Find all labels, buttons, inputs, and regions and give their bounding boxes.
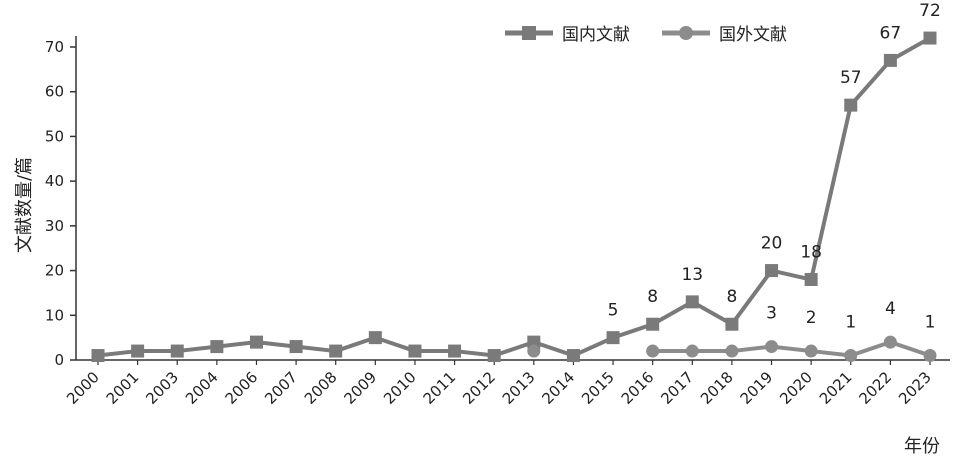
series-1 <box>527 335 937 363</box>
data-point <box>487 349 501 363</box>
x-tick-label: 2023 <box>895 368 935 408</box>
data-label: 67 <box>880 23 902 43</box>
data-label: 2 <box>806 308 817 328</box>
y-tick-label: 30 <box>45 217 64 235</box>
data-point <box>368 331 382 345</box>
data-label: 18 <box>800 243 822 263</box>
data-point <box>725 344 739 358</box>
x-tick-label: 2022 <box>855 368 895 408</box>
x-tick-label: 2000 <box>63 368 103 408</box>
x-tick-label: 2006 <box>222 368 262 408</box>
data-point <box>289 340 303 354</box>
data-label: 57 <box>840 68 862 88</box>
x-tick-label: 2007 <box>261 368 301 408</box>
y-tick-label: 20 <box>45 262 64 280</box>
x-tick-label: 2001 <box>103 368 143 408</box>
y-tick-label: 50 <box>45 127 64 145</box>
legend-label-domestic: 国内文献 <box>562 25 630 45</box>
data-point <box>448 344 462 358</box>
data-point <box>527 344 541 358</box>
x-tick-label: 2004 <box>182 368 222 408</box>
x-tick-label: 2018 <box>697 368 737 408</box>
series-0 <box>91 31 937 363</box>
data-point <box>923 31 937 45</box>
legend: 国内文献 国外文献 <box>505 25 787 45</box>
series-line <box>97 36 931 358</box>
series-layer <box>91 31 937 363</box>
data-point <box>804 344 818 358</box>
data-label: 1 <box>925 313 936 333</box>
legend-marker-domestic <box>522 26 536 40</box>
data-point <box>408 344 422 358</box>
data-point <box>685 295 699 309</box>
data-label: 8 <box>647 287 658 307</box>
data-label: 20 <box>761 234 783 254</box>
data-point <box>685 344 699 358</box>
data-point <box>131 344 145 358</box>
data-point <box>170 344 184 358</box>
data-point <box>646 344 660 358</box>
x-tick-label: 2014 <box>539 368 579 408</box>
data-point <box>844 98 858 112</box>
data-point <box>765 264 779 278</box>
data-label: 1 <box>845 313 856 333</box>
x-tick-label: 2021 <box>816 368 856 408</box>
data-point <box>527 335 541 349</box>
x-tick-label: 2019 <box>737 368 777 408</box>
data-point <box>91 349 105 363</box>
x-tick-label: 2015 <box>578 368 618 408</box>
data-point <box>725 317 739 331</box>
x-tick-label: 2009 <box>340 368 380 408</box>
x-tick-label: 2020 <box>776 368 816 408</box>
data-label: 3 <box>766 304 777 324</box>
data-point <box>329 344 343 358</box>
data-point <box>804 273 818 287</box>
data-point <box>566 349 580 363</box>
data-label: 4 <box>885 299 896 319</box>
x-axis-title: 年份 <box>904 436 940 457</box>
data-point <box>923 349 937 363</box>
y-tick-label: 60 <box>45 83 64 101</box>
data-point <box>606 331 620 345</box>
y-tick-label: 70 <box>45 38 64 56</box>
y-tick-label: 0 <box>54 351 64 369</box>
data-point <box>883 335 897 349</box>
data-label: 5 <box>608 301 619 321</box>
data-point <box>883 53 897 67</box>
data-labels: 5 8 13 8 20 18 57 67 72 3 2 1 4 1 <box>608 1 941 332</box>
data-point <box>210 340 224 354</box>
data-label: 72 <box>919 1 941 21</box>
data-point <box>765 340 779 354</box>
x-tick-label: 2017 <box>657 368 697 408</box>
series-line <box>652 340 931 358</box>
data-point <box>646 317 660 331</box>
y-tick-label: 40 <box>45 172 64 190</box>
x-tick-label: 2003 <box>142 368 182 408</box>
x-tick-label: 2011 <box>420 368 460 408</box>
data-point <box>249 335 263 349</box>
data-label: 8 <box>726 287 737 307</box>
x-tick-label: 2016 <box>618 368 658 408</box>
x-tick-label: 2010 <box>380 368 420 408</box>
data-label: 13 <box>681 265 703 285</box>
x-tick-label: 2012 <box>459 368 499 408</box>
data-point <box>844 349 858 363</box>
x-tick-label: 2013 <box>499 368 539 408</box>
y-axis-title: 文献数量/篇 <box>14 157 35 253</box>
legend-marker-foreign <box>679 26 693 40</box>
y-tick-label: 10 <box>45 306 64 324</box>
legend-label-foreign: 国外文献 <box>719 25 787 45</box>
x-tick-label: 2008 <box>301 368 341 408</box>
